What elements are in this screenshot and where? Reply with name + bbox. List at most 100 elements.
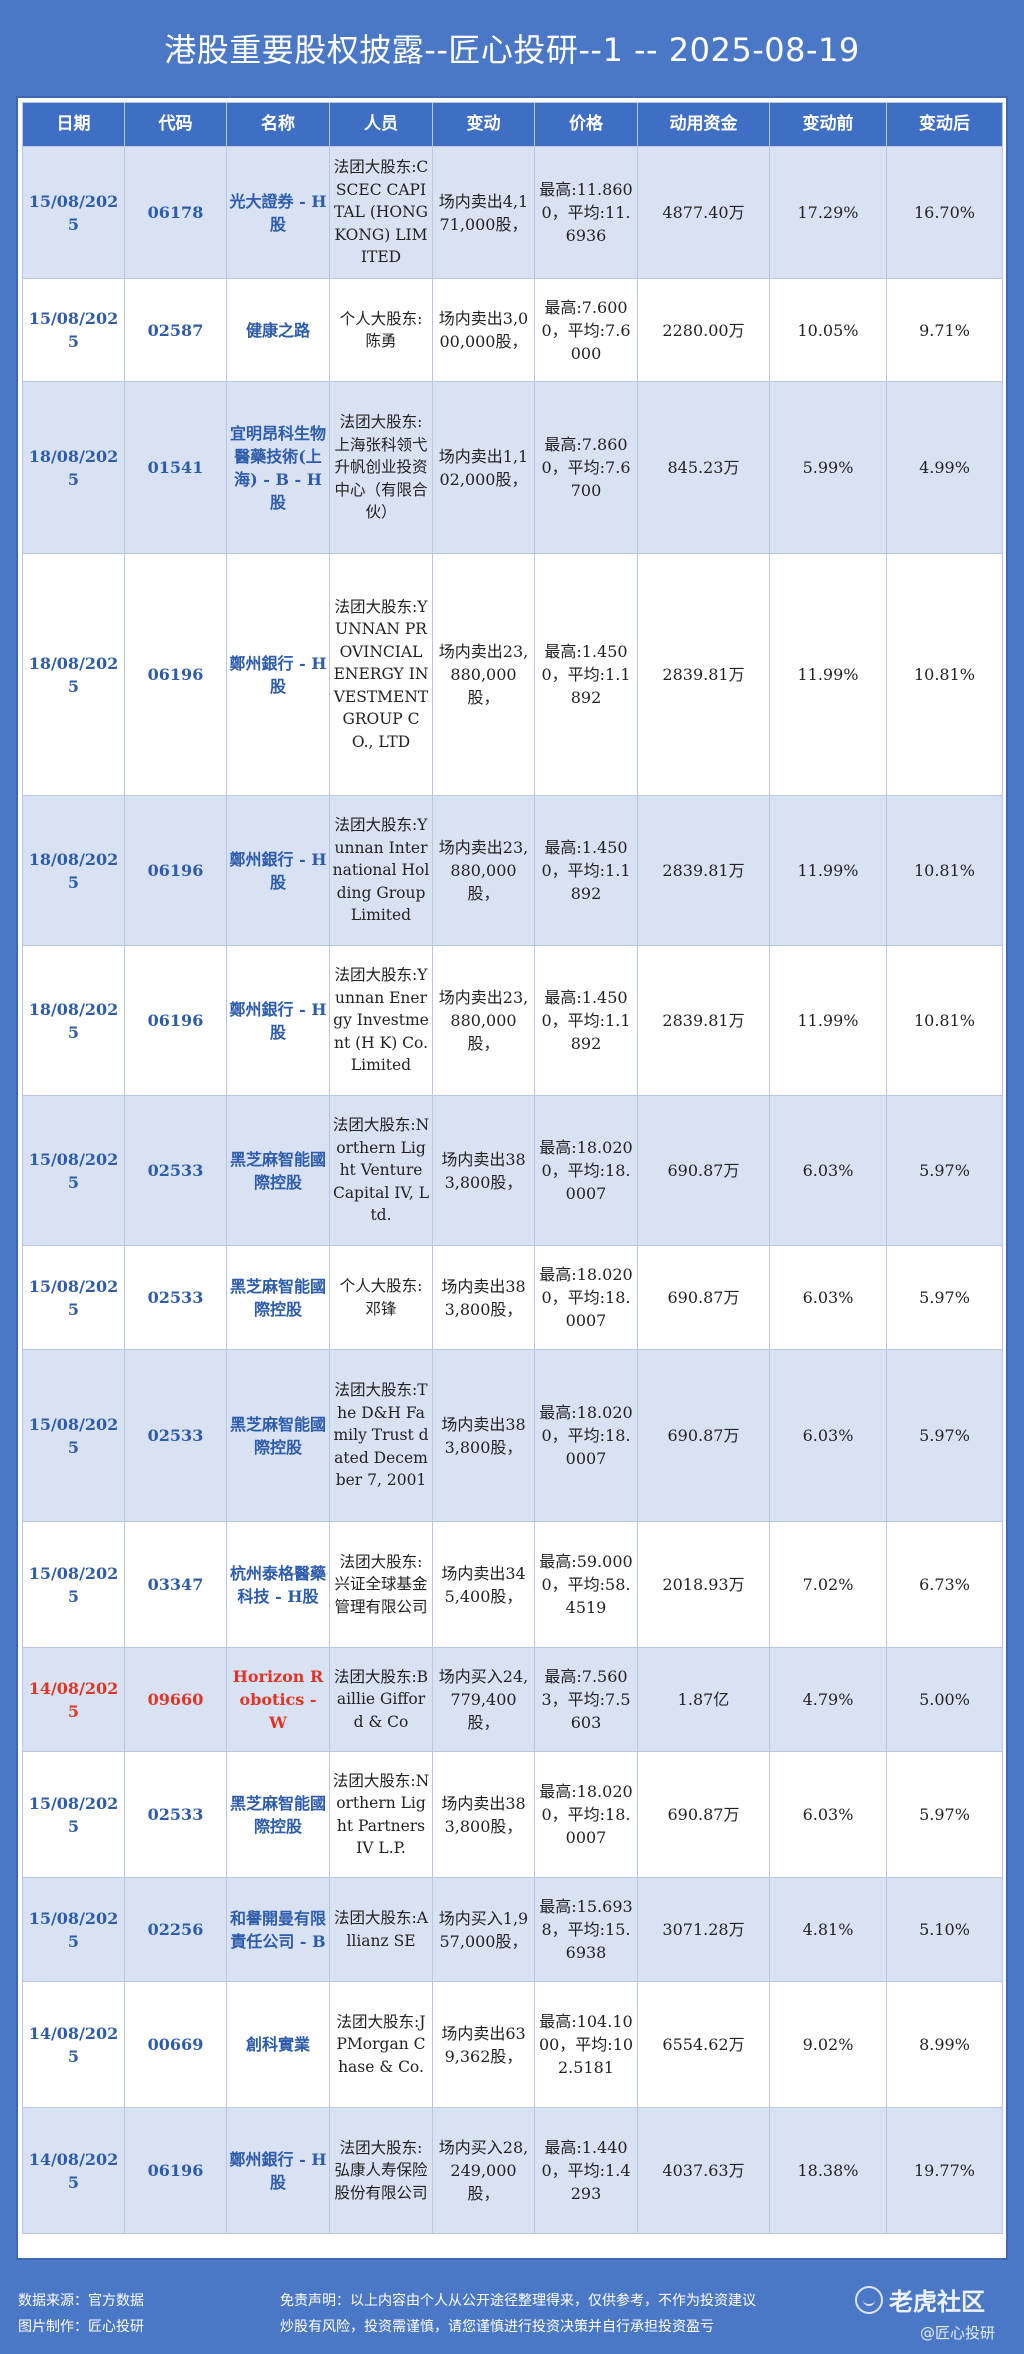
footer-source: 数据来源：官方数据 [18,2293,144,2309]
cell-before: 9.02% [769,1981,887,2108]
cell-before: 11.99% [769,945,887,1096]
cell-after: 19.77% [886,2107,1003,2234]
cell-date: 15/08/2025 [22,1877,125,1982]
cell-person: 法团大股东:Northern Light Venture Capital IV,… [329,1095,433,1246]
table-row: 15/08/2025 03347 杭州泰格醫藥科技 - H股 法团大股东:兴证全… [22,1521,1003,1648]
cell-change: 场内卖出23,880,000股， [432,553,535,796]
page-title: 港股重要股权披露--匠心投研--1 -- 2025-08-19 [164,31,860,69]
cell-name: 黑芝麻智能國際控股 [226,1095,330,1246]
cell-after: 5.97% [886,1245,1003,1350]
cell-date: 15/08/2025 [22,1245,125,1350]
cell-before: 11.99% [769,553,887,796]
cell-price: 最高:1.4400，平均:1.4293 [534,2107,638,2234]
footer: 数据来源：官方数据 图片制作：匠心投研 免责声明：以上内容由个人从公开途径整理得… [0,2260,1024,2354]
cell-funds: 2018.93万 [637,1521,770,1648]
cell-date: 18/08/2025 [22,553,125,796]
table-row: 15/08/2025 02533 黑芝麻智能國際控股 个人大股东:邓锋 场内卖出… [22,1245,1003,1350]
cell-after: 5.10% [886,1877,1003,1982]
cell-code: 02533 [124,1349,227,1522]
cell-after: 8.99% [886,1981,1003,2108]
header-price: 价格 [534,102,638,147]
cell-name: 光大證券 - H股 [226,146,330,279]
cell-price: 最高:15.6938，平均:15.6938 [534,1877,638,1982]
cell-price: 最高:1.4500，平均:1.1892 [534,553,638,796]
footer-disclaimer: 免责声明：以上内容由个人从公开途径整理得来，仅供参考，不作为投资建议 [280,2293,756,2309]
cell-name: 鄭州銀行 - H股 [226,945,330,1096]
cell-code: 06196 [124,553,227,796]
cell-date: 15/08/2025 [22,1521,125,1648]
cell-before: 17.29% [769,146,887,279]
table-row: 14/08/2025 09660 Horizon Robotics - W 法团… [22,1647,1003,1752]
cell-person: 法团大股东:CSCEC CAPITAL (HONG KONG) LIMITED [329,146,433,279]
cell-funds: 690.87万 [637,1095,770,1246]
cell-date: 15/08/2025 [22,278,125,382]
table-row: 18/08/2025 06196 鄭州銀行 - H股 法团大股东:YUNNAN … [22,553,1003,796]
cell-code: 03347 [124,1521,227,1648]
cell-before: 6.03% [769,1751,887,1878]
cell-price: 最高:18.0200，平均:18.0007 [534,1095,638,1246]
table-row: 18/08/2025 06196 鄭州銀行 - H股 法团大股东:Yunnan … [22,945,1003,1096]
cell-name: 鄭州銀行 - H股 [226,795,330,946]
cell-name: 創科實業 [226,1981,330,2108]
table-row: 14/08/2025 00669 創科實業 法团大股东:JPMorgan Cha… [22,1981,1003,2108]
cell-before: 11.99% [769,795,887,946]
cell-before: 6.03% [769,1245,887,1350]
cell-name: 黑芝麻智能國際控股 [226,1245,330,1350]
cell-person: 法团大股东:弘康人寿保险股份有限公司 [329,2107,433,2234]
cell-funds: 6554.62万 [637,1981,770,2108]
cell-price: 最高:1.4500，平均:1.1892 [534,945,638,1096]
cell-person: 个人大股东:陈勇 [329,278,433,382]
cell-change: 场内买入28,249,000股， [432,2107,535,2234]
cell-person: 法团大股东:Northern Light Partners IV L.P. [329,1751,433,1878]
header-name: 名称 [226,102,330,147]
cell-code: 02533 [124,1095,227,1246]
cell-before: 10.05% [769,278,887,382]
cell-code: 09660 [124,1647,227,1752]
cell-after: 6.73% [886,1521,1003,1648]
table-row: 14/08/2025 06196 鄭州銀行 - H股 法团大股东:弘康人寿保险股… [22,2107,1003,2234]
cell-name: 宜明昂科生物醫藥技術(上海) - B - H股 [226,381,330,554]
cell-code: 01541 [124,381,227,554]
cell-before: 6.03% [769,1349,887,1522]
table-row: 15/08/2025 02533 黑芝麻智能國際控股 法团大股东:Norther… [22,1095,1003,1246]
cell-name: 鄭州銀行 - H股 [226,2107,330,2234]
table-row: 15/08/2025 02533 黑芝麻智能國際控股 法团大股东:The D&H… [22,1349,1003,1522]
cell-date: 15/08/2025 [22,1349,125,1522]
cell-code: 02533 [124,1245,227,1350]
cell-date: 18/08/2025 [22,381,125,554]
cell-change: 场内卖出383,800股， [432,1349,535,1522]
cell-price: 最高:1.4500，平均:1.1892 [534,795,638,946]
cell-person: 法团大股东:YUNNAN PROVINCIAL ENERGY INVESTMEN… [329,553,433,796]
header-code: 代码 [124,102,227,147]
table-header-row: 日期 代码 名称 人员 变动 价格 动用资金 变动前 变动后 [22,102,1003,147]
cell-after: 10.81% [886,945,1003,1096]
cell-before: 18.38% [769,2107,887,2234]
cell-price: 最高:7.5603，平均:7.5603 [534,1647,638,1752]
cell-person: 法团大股东:Allianz SE [329,1877,433,1982]
cell-person: 个人大股东:邓锋 [329,1245,433,1350]
cell-person: 法团大股东:兴证全球基金管理有限公司 [329,1521,433,1648]
cell-price: 最高:7.8600，平均:7.6700 [534,381,638,554]
cell-funds: 4877.40万 [637,146,770,279]
cell-funds: 690.87万 [637,1349,770,1522]
cell-funds: 1.87亿 [637,1647,770,1752]
cell-date: 18/08/2025 [22,795,125,946]
cell-before: 4.81% [769,1877,887,1982]
cell-funds: 690.87万 [637,1751,770,1878]
cell-change: 场内卖出383,800股， [432,1095,535,1246]
cell-price: 最高:104.1000，平均:102.5181 [534,1981,638,2108]
cell-date: 18/08/2025 [22,945,125,1096]
table-row: 15/08/2025 06178 光大證券 - H股 法团大股东:CSCEC C… [22,146,1003,279]
cell-name: 黑芝麻智能國際控股 [226,1751,330,1878]
table-row: 18/08/2025 06196 鄭州銀行 - H股 法团大股东:Yunnan … [22,795,1003,946]
footer-maker: 图片制作：匠心投研 [18,2319,144,2335]
cell-code: 02256 [124,1877,227,1982]
cell-after: 4.99% [886,381,1003,554]
cell-date: 15/08/2025 [22,146,125,279]
cell-change: 场内卖出4,171,000股， [432,146,535,279]
cell-name: 黑芝麻智能國際控股 [226,1349,330,1522]
cell-name: 鄭州銀行 - H股 [226,553,330,796]
watermark: @匠心投研 [920,2324,996,2342]
cell-code: 06196 [124,795,227,946]
footer-risk: 炒股有风险，投资需谨慎，请您谨慎进行投资决策并自行承担投资盈亏 [280,2319,714,2335]
